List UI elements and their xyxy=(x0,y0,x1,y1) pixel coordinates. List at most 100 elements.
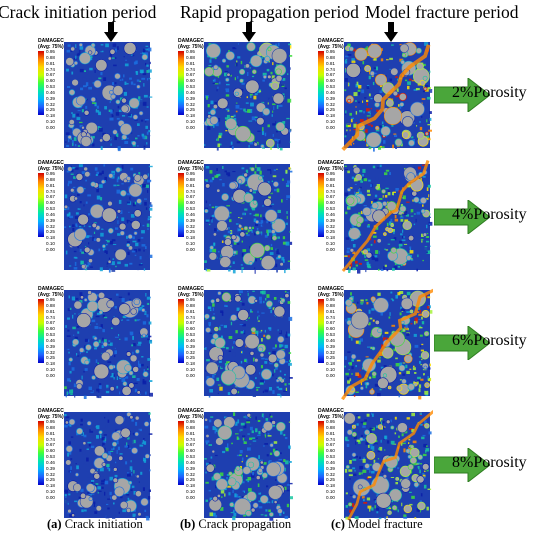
legend-ticks: 0.95 0.88 0.81 0.74 0.67 0.60 0.53 0.46 0.39 0.32… xyxy=(326,419,342,500)
down-arrow-icon xyxy=(104,22,118,42)
legend-ticks: 0.95 0.88 0.81 0.74 0.67 0.60 0.53 0.46 0.39 0.32… xyxy=(46,171,62,252)
legend-tick-label: 0.32 xyxy=(46,101,55,107)
legend-tick-label: 0.39 xyxy=(186,217,195,223)
legend-tick-label: 0.10 xyxy=(186,489,195,495)
right-arrow-icon xyxy=(434,448,490,482)
legend-tick-label: 0.32 xyxy=(46,349,55,355)
legend-tick-label: 0.00 xyxy=(326,372,335,378)
legend-tick-label: 0.74 xyxy=(326,314,335,320)
legend-tick-label: 0.88 xyxy=(46,424,55,430)
legend-title: DAMAGEC (Avg: 75%) xyxy=(178,38,204,50)
legend-tick-label: 0.74 xyxy=(46,66,55,72)
legend-tick-label: 0.46 xyxy=(326,337,335,343)
legend-tick-label: 0.74 xyxy=(186,188,195,194)
down-arrow-icon xyxy=(384,22,398,42)
legend-tick-label: 0.25 xyxy=(46,107,55,113)
legend-colorbar xyxy=(318,299,324,363)
legend-colorbar xyxy=(178,51,184,115)
legend-tick-label: 0.18 xyxy=(326,235,335,241)
legend-tick-label: 0.74 xyxy=(46,314,55,320)
legend-colorbar xyxy=(38,299,44,363)
legend-tick-label: 0.53 xyxy=(46,454,55,460)
legend-tick-label: 0.46 xyxy=(46,89,55,95)
legend-colorbar xyxy=(318,173,324,237)
legend-tick-label: 0.95 xyxy=(46,297,55,302)
legend-tick-label: 0.74 xyxy=(326,188,335,194)
legend-tick-label: 0.60 xyxy=(186,448,195,454)
legend-tick-label: 0.53 xyxy=(186,84,195,90)
legend-tick-label: 0.00 xyxy=(186,372,195,378)
legend-title: DAMAGEC (Avg: 75%) xyxy=(38,408,64,420)
legend-tick-label: 0.46 xyxy=(46,337,55,343)
legend-tick-label: 0.10 xyxy=(46,489,55,495)
legend-tick-label: 0.00 xyxy=(326,246,335,252)
legend-tick-label: 0.39 xyxy=(326,95,335,101)
legend-tick-label: 0.10 xyxy=(326,367,335,373)
legend-tick-label: 0.39 xyxy=(186,95,195,101)
legend-tick-label: 0.81 xyxy=(326,182,335,188)
legend-tick-label: 0.95 xyxy=(186,297,195,302)
legend-tick-label: 0.46 xyxy=(326,459,335,465)
legend-tick-label: 0.67 xyxy=(326,442,335,448)
legend-tick-label: 0.10 xyxy=(46,241,55,247)
legend-tick-label: 0.39 xyxy=(46,343,55,349)
legend-tick-label: 0.00 xyxy=(46,124,55,130)
legend-tick-label: 0.18 xyxy=(46,483,55,489)
legend-tick-label: 0.18 xyxy=(326,361,335,367)
crack-band xyxy=(347,409,433,521)
legend-tick-label: 0.74 xyxy=(186,66,195,72)
legend-tick-label: 0.39 xyxy=(326,465,335,471)
legend-tick-label: 0.53 xyxy=(326,332,335,338)
legend-title: DAMAGEC (Avg: 75%) xyxy=(318,38,344,50)
legend-tick-label: 0.18 xyxy=(326,483,335,489)
legend-tick-label: 0.88 xyxy=(186,302,195,308)
legend-title: DAMAGEC (Avg: 75%) xyxy=(178,160,204,172)
legend-tick-label: 0.25 xyxy=(326,107,335,113)
legend-tick-label: 0.74 xyxy=(326,66,335,72)
legend-ticks: 0.95 0.88 0.81 0.74 0.67 0.60 0.53 0.46 0.39 0.32… xyxy=(326,49,342,130)
legend-tick-label: 0.67 xyxy=(326,320,335,326)
legend-tick-label: 0.32 xyxy=(186,101,195,107)
legend-title: DAMAGEC (Avg: 75%) xyxy=(318,286,344,298)
down-arrow-icon xyxy=(242,22,256,42)
legend-tick-label: 0.81 xyxy=(46,430,55,436)
column-title-crack-initiation: Crack initiation period xyxy=(0,2,157,22)
legend-tick-label: 0.46 xyxy=(186,459,195,465)
legend-tick-label: 0.81 xyxy=(326,308,335,314)
legend-tick-label: 0.95 xyxy=(326,419,335,424)
legend-ticks: 0.95 0.88 0.81 0.74 0.67 0.60 0.53 0.46 0.39 0.32… xyxy=(186,171,202,252)
legend-tick-label: 0.95 xyxy=(186,49,195,54)
legend-tick-label: 0.88 xyxy=(186,176,195,182)
damage-contour-panel: DAMAGEC (Avg: 75%) 0.95 0.88 0.81 0.74 0.67 0.6… xyxy=(316,408,433,522)
legend-tick-label: 0.95 xyxy=(186,419,195,424)
right-arrow-icon xyxy=(434,200,490,234)
legend-tick-label: 0.60 xyxy=(326,200,335,206)
legend-tick-label: 0.25 xyxy=(46,477,55,483)
legend-tick-label: 0.18 xyxy=(186,483,195,489)
legend-tick-label: 0.74 xyxy=(186,436,195,442)
legend-tick-label: 0.00 xyxy=(46,494,55,500)
legend-tick-label: 0.00 xyxy=(186,246,195,252)
damage-contour-panel: DAMAGEC (Avg: 75%) 0.95 0.88 0.81 0.74 0.67 0.6… xyxy=(36,286,153,400)
legend-tick-label: 0.18 xyxy=(326,113,335,119)
legend-ticks: 0.95 0.88 0.81 0.74 0.67 0.60 0.53 0.46 0.39 0.32… xyxy=(326,171,342,252)
legend-tick-label: 0.67 xyxy=(46,442,55,448)
legend-tick-label: 0.60 xyxy=(46,326,55,332)
legend-tick-label: 0.95 xyxy=(326,171,335,176)
legend-tick-label: 0.67 xyxy=(186,320,195,326)
legend-tick-label: 0.25 xyxy=(326,229,335,235)
legend-tick-label: 0.60 xyxy=(46,78,55,84)
legend-tick-label: 0.53 xyxy=(326,454,335,460)
damage-contour-panel: DAMAGEC (Avg: 75%) 0.95 0.88 0.81 0.74 0.67 0.6… xyxy=(316,38,433,152)
legend-tick-label: 0.81 xyxy=(186,60,195,66)
legend-tick-label: 0.46 xyxy=(46,459,55,465)
legend-tick-label: 0.74 xyxy=(326,436,335,442)
legend-tick-label: 0.67 xyxy=(326,194,335,200)
legend-tick-label: 0.81 xyxy=(186,308,195,314)
legend-tick-label: 0.53 xyxy=(46,84,55,90)
legend-tick-label: 0.81 xyxy=(186,182,195,188)
right-arrow-icon xyxy=(434,326,490,360)
legend-tick-label: 0.00 xyxy=(186,494,195,500)
legend-tick-label: 0.53 xyxy=(326,84,335,90)
legend-tick-label: 0.67 xyxy=(186,442,195,448)
